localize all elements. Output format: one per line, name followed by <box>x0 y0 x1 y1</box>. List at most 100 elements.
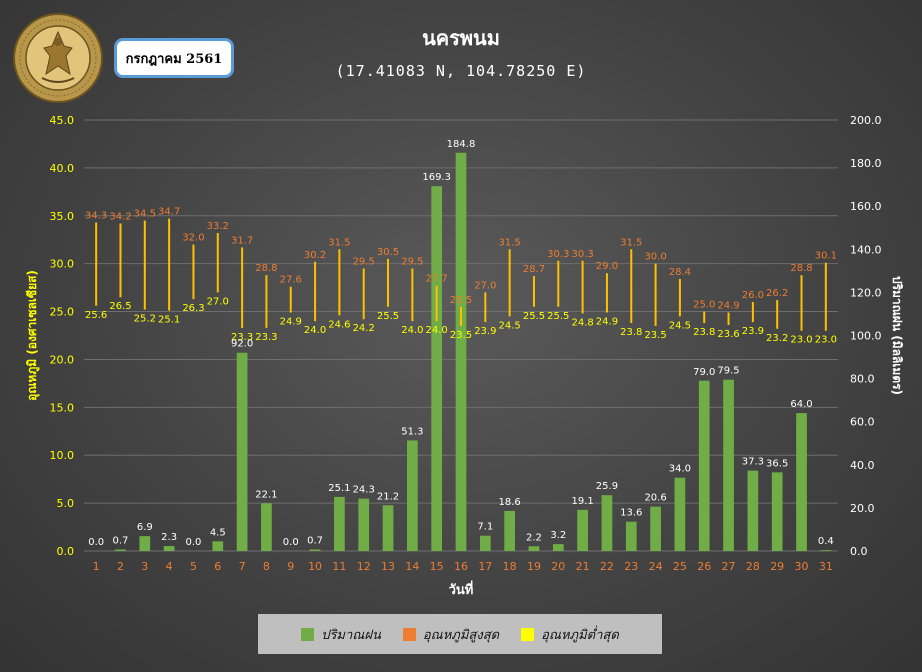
max-temp-label: 28.4 <box>669 267 691 278</box>
x-tick-label: 28 <box>746 560 760 573</box>
rain-value-label: 92.0 <box>231 339 253 350</box>
rain-value-label: 2.2 <box>526 532 542 543</box>
min-temp-label: 26.5 <box>109 301 131 312</box>
rain-value-label: 22.1 <box>255 489 277 500</box>
max-temp-label: 28.8 <box>255 263 277 274</box>
x-tick-label: 15 <box>430 560 444 573</box>
max-temp-label: 27.0 <box>474 280 496 291</box>
min-temp-label: 24.9 <box>596 317 618 328</box>
right-tick-label: 120.0 <box>850 286 882 299</box>
x-tick-label: 21 <box>576 560 590 573</box>
x-tick-label: 10 <box>308 560 322 573</box>
x-tick-label: 29 <box>770 560 784 573</box>
max-temp-label: 32.0 <box>182 233 204 244</box>
rain-bar <box>650 506 661 551</box>
max-temp-label: 26.0 <box>742 290 764 301</box>
max-temp-label: 30.1 <box>815 251 837 262</box>
max-temp-label: 34.7 <box>158 207 180 218</box>
rain-bar <box>382 505 394 551</box>
max-temp-label: 30.3 <box>547 249 569 260</box>
max-temp-label: 26.2 <box>766 288 788 299</box>
x-tick-label: 12 <box>357 560 371 573</box>
rain-value-label: 37.3 <box>742 457 764 468</box>
max-temp-label: 34.3 <box>85 210 107 221</box>
rain-bar <box>479 535 491 551</box>
min-temp-label: 24.2 <box>353 323 375 334</box>
min-temp-label: 23.0 <box>815 335 837 346</box>
right-tick-label: 60.0 <box>850 416 875 429</box>
rain-value-label: 79.5 <box>717 366 739 377</box>
max-temp-label: 30.2 <box>304 250 326 261</box>
max-temp-label: 30.0 <box>644 252 666 263</box>
rain-value-label: 25.9 <box>596 481 618 492</box>
right-tick-label: 0.0 <box>850 545 868 558</box>
rain-bar <box>771 472 783 551</box>
right-tick-label: 140.0 <box>850 243 882 256</box>
left-tick-label: 30.0 <box>50 258 75 271</box>
rain-value-label: 0.0 <box>185 537 201 548</box>
rain-value-label: 3.2 <box>550 530 566 541</box>
min-temp-label: 23.9 <box>474 326 496 337</box>
rain-bar <box>261 503 272 551</box>
x-tick-label: 4 <box>166 560 173 573</box>
rain-bar <box>309 549 321 551</box>
x-axis-title: วันที่ <box>449 580 474 598</box>
rain-value-label: 64.0 <box>790 399 812 410</box>
rain-value-label: 36.5 <box>766 458 788 469</box>
rain-bar <box>625 521 637 551</box>
rain-value-label: 6.9 <box>137 522 153 533</box>
x-tick-label: 6 <box>214 560 221 573</box>
chart-title: นครพนม <box>422 26 500 50</box>
legend-item-rain: ปริมาณฝน <box>301 624 381 645</box>
x-tick-label: 9 <box>287 560 294 573</box>
min-temp-label: 24.8 <box>571 317 593 328</box>
legend-swatch-rain <box>301 627 315 641</box>
min-temp-label: 25.1 <box>158 315 180 326</box>
max-temp-label: 30.3 <box>571 249 593 260</box>
x-tick-label: 13 <box>381 560 395 573</box>
rain-value-label: 4.5 <box>210 527 226 538</box>
min-temp-label: 26.3 <box>182 303 204 314</box>
max-temp-label: 34.2 <box>109 211 131 222</box>
max-temp-label: 33.2 <box>207 221 229 232</box>
rain-bar <box>820 550 832 551</box>
rain-bar <box>431 186 443 551</box>
rain-bar <box>139 536 151 551</box>
x-tick-label: 16 <box>454 560 468 573</box>
max-temp-label: 31.7 <box>231 235 253 246</box>
rain-bar <box>674 477 686 551</box>
legend-label-max-temp: อุณหภูมิสูงสุด <box>422 627 500 643</box>
max-temp-label: 34.5 <box>134 209 156 220</box>
x-tick-label: 14 <box>405 560 419 573</box>
rain-bar <box>115 549 126 551</box>
min-temp-label: 24.9 <box>280 317 302 328</box>
rain-value-label: 20.6 <box>644 493 666 504</box>
x-tick-label: 27 <box>722 560 736 573</box>
rain-value-label: 169.3 <box>422 172 451 183</box>
rain-value-label: 0.7 <box>113 535 129 546</box>
x-tick-label: 5 <box>190 560 197 573</box>
x-tick-label: 11 <box>332 560 346 573</box>
legend-item-min-temp: อุณหภูมิต่ำสุด <box>521 624 619 645</box>
left-tick-label: 35.0 <box>50 210 75 223</box>
rain-value-label: 79.0 <box>693 367 715 378</box>
min-temp-label: 24.0 <box>304 325 326 336</box>
rain-value-label: 0.7 <box>307 535 323 546</box>
rain-bar <box>747 470 759 551</box>
rain-value-label: 13.6 <box>620 508 642 519</box>
left-tick-label: 10.0 <box>50 449 75 462</box>
min-temp-label: 23.3 <box>255 332 277 343</box>
rain-bar <box>455 152 467 552</box>
min-temp-label: 25.5 <box>377 311 399 322</box>
right-tick-label: 180.0 <box>850 157 882 170</box>
x-tick-label: 19 <box>527 560 541 573</box>
min-temp-label: 25.6 <box>85 310 107 321</box>
legend-item-max-temp: อุณหภูมิสูงสุด <box>402 624 500 645</box>
max-temp-label: 27.6 <box>280 275 302 286</box>
min-temp-label: 23.0 <box>790 335 812 346</box>
meteorological-department-logo <box>13 13 103 103</box>
x-tick-label: 1 <box>93 560 100 573</box>
left-tick-label: 45.0 <box>50 114 75 127</box>
rain-bar <box>698 380 710 551</box>
